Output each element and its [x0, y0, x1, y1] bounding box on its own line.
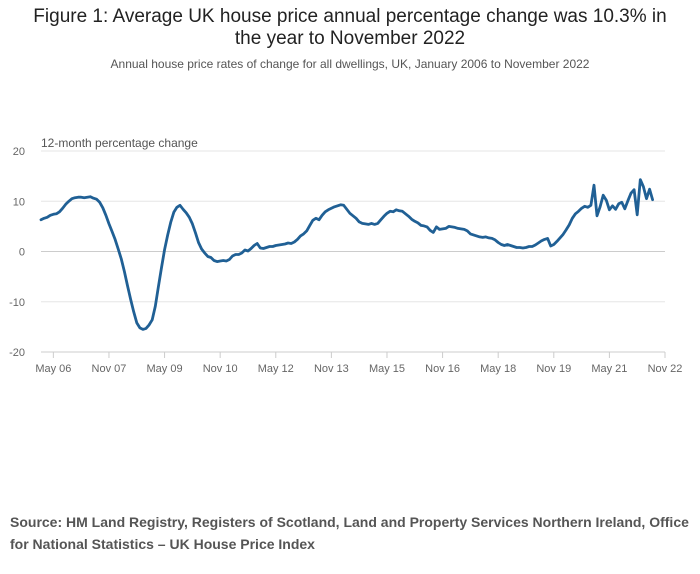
series-group — [39, 178, 654, 331]
x-tick-label: May 06 — [35, 363, 71, 375]
chart-subtitle: Annual house price rates of change for a… — [110, 57, 590, 71]
x-tick-label: May 09 — [147, 363, 183, 375]
y-tick-label: 10 — [13, 196, 25, 208]
series-line — [39, 178, 654, 331]
y-tick-label: 0 — [19, 247, 25, 259]
x-tick-label: May 12 — [258, 363, 294, 375]
x-tick-label: May 18 — [480, 363, 516, 375]
x-tick-label: Nov 10 — [203, 363, 238, 375]
x-axis: May 06 Nov 07 May 09 Nov 10 May 12 Nov 13 May … — [35, 351, 683, 375]
x-tick-label: Nov 07 — [92, 363, 127, 375]
y-axis-ticks: 20 10 0 -10 -20 — [9, 146, 25, 359]
y-axis-label: 12-month percentage change — [41, 136, 198, 150]
x-tick-label: May 21 — [591, 363, 627, 375]
y-tick-label: -10 — [9, 297, 25, 309]
line-chart: 20 10 0 -10 -20 12-month percentage change M… — [9, 136, 683, 375]
y-tick-label: 20 — [13, 146, 25, 158]
x-tick-label: Nov 16 — [425, 363, 460, 375]
x-tick-label: Nov 19 — [536, 363, 571, 375]
x-tick-label: May 15 — [369, 363, 405, 375]
gridlines — [41, 150, 665, 353]
chart-title: Figure 1: Average UK house price annual … — [33, 6, 667, 49]
source-note: Source: HM Land Registry, Registers of S… — [10, 514, 689, 552]
y-tick-label: -20 — [9, 347, 25, 359]
x-tick-label: Nov 22 — [648, 363, 683, 375]
x-tick-label: Nov 13 — [314, 363, 349, 375]
